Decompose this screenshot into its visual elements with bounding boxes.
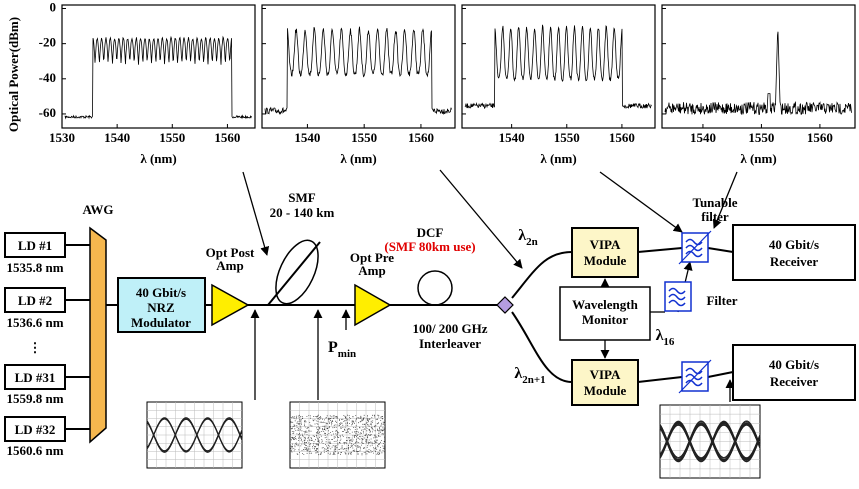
receiver-upper-box (733, 225, 855, 280)
eye-diagram (147, 402, 242, 468)
eye-diagram (660, 405, 760, 478)
p-min: Pmin (328, 339, 356, 360)
x-tick-label: 1550 (351, 130, 377, 145)
spectrum-plot: 1530 1540 1550 1560 λ (nm) (49, 5, 255, 166)
ld-wavelength: 1559.8 nm (6, 391, 63, 406)
modulator-label: 40 Gbit/s (136, 285, 186, 300)
filter-label: Filter (706, 293, 737, 308)
receiver-label: Receiver (770, 254, 819, 269)
plot-frame (62, 5, 255, 128)
symbol: λ (518, 227, 526, 244)
ld-wavelength: 1535.8 nm (6, 260, 63, 275)
x-tick-label: 1540 (104, 130, 130, 145)
lambda-even: λ2n (518, 227, 537, 248)
vipa-label: Module (584, 383, 627, 398)
receiver-label: 40 Gbit/s (769, 237, 819, 252)
modulator-label: NRZ (147, 300, 175, 315)
x-tick-label: 1560 (214, 130, 240, 145)
eye-diagram (290, 402, 386, 468)
x-axis-label: λ (nm) (140, 151, 176, 166)
smf-label: 20 - 140 km (270, 205, 335, 220)
filter-icon (679, 360, 711, 393)
spectra: Optical Power(dBm) 0 -20 -40 -60 1530 1540 1550… (6, 0, 855, 166)
plot-frame (462, 5, 655, 128)
dcf-note: (SMF 80km use) (384, 239, 475, 254)
post-amp-label: Amp (216, 258, 243, 273)
filter-icon (679, 231, 711, 264)
spectrum-plot: 1540 1550 1560 λ (nm) (262, 5, 455, 166)
receiver-label: 40 Gbit/s (769, 357, 819, 372)
ld-label: LD #31 (15, 370, 56, 385)
monitor-label: Monitor (582, 312, 628, 327)
ld-label: LD #32 (15, 422, 56, 437)
lambda-16: λ16 (656, 327, 675, 348)
subscript: 16 (663, 336, 675, 348)
x-tick-label: 1540 (499, 130, 525, 145)
page: { "spectra": { "y_label": "Optical Power… (0, 0, 859, 484)
plot-frame (262, 5, 455, 128)
pre-amp (355, 285, 390, 325)
symbol: λ (514, 365, 522, 382)
interleaver-label: Interleaver (419, 336, 481, 351)
x-axis-label: λ (nm) (740, 151, 776, 166)
symbol: P (328, 339, 338, 356)
x-tick-label: 1560 (609, 130, 635, 145)
modulator-label: Modulator (131, 315, 191, 330)
vipa-label: VIPA (590, 367, 621, 382)
filters (665, 231, 711, 393)
post-amp (212, 285, 248, 325)
ld-label: LD #2 (18, 293, 52, 308)
spectrum-plot: 1540 1550 1560 λ (nm) (462, 5, 655, 166)
subscript: 2n (526, 236, 538, 248)
x-tick-label: 1540 (294, 130, 320, 145)
monitor-label: Wavelength (572, 297, 638, 312)
vipa-label: VIPA (590, 237, 621, 252)
x-axis-label: λ (nm) (540, 151, 576, 166)
x-tick-label: 1540 (690, 130, 716, 145)
x-tick-label: 1560 (807, 130, 833, 145)
awg-label: AWG (82, 202, 113, 217)
y-tick-label: -40 (39, 70, 56, 85)
ld-label: LD #1 (18, 238, 52, 253)
x-tick-label: 1550 (159, 130, 185, 145)
tunable-filter-label: Tunable (692, 195, 737, 210)
eye-diagrams (147, 402, 760, 478)
spectrum-plot: 1540 1550 1560 λ (nm) (662, 5, 855, 166)
subscript: 2n+1 (522, 374, 545, 386)
pre-amp-label: Amp (358, 263, 385, 278)
receiver-label: Receiver (770, 374, 819, 389)
smf-label: SMF (288, 190, 316, 205)
y-tick-label: 0 (50, 0, 57, 14)
filter-icon (665, 282, 691, 311)
ld-wavelength: 1536.6 nm (6, 315, 63, 330)
symbol: λ (656, 327, 664, 344)
dcf-label: DCF (417, 225, 444, 240)
x-tick-label: 1530 (49, 130, 75, 145)
lambda-odd: λ2n+1 (514, 365, 545, 386)
interleaver-shape (497, 297, 513, 313)
tunable-filter-label: filter (701, 209, 729, 224)
receiver-lower-box (733, 345, 855, 400)
vipa-label: Module (584, 253, 627, 268)
diagram: Optical Power(dBm) 0 -20 -40 -60 1530 1540 1550… (0, 0, 859, 484)
x-tick-label: 1550 (554, 130, 580, 145)
ld-wavelength: 1560.6 nm (6, 443, 63, 458)
dcf-coil (418, 271, 452, 305)
smf-fiber (268, 242, 320, 305)
y-tick-label: -20 (39, 35, 56, 50)
subscript: min (338, 348, 356, 360)
x-tick-label: 1560 (408, 130, 434, 145)
y-axis-label: Optical Power(dBm) (6, 17, 21, 132)
y-tick-label: -60 (39, 105, 56, 120)
ellipsis: ⋮ (29, 340, 42, 355)
x-axis-label: λ (nm) (340, 151, 376, 166)
awg-shape (90, 228, 106, 442)
interleaver-label: 100/ 200 GHz (412, 321, 487, 336)
x-tick-label: 1550 (748, 130, 774, 145)
